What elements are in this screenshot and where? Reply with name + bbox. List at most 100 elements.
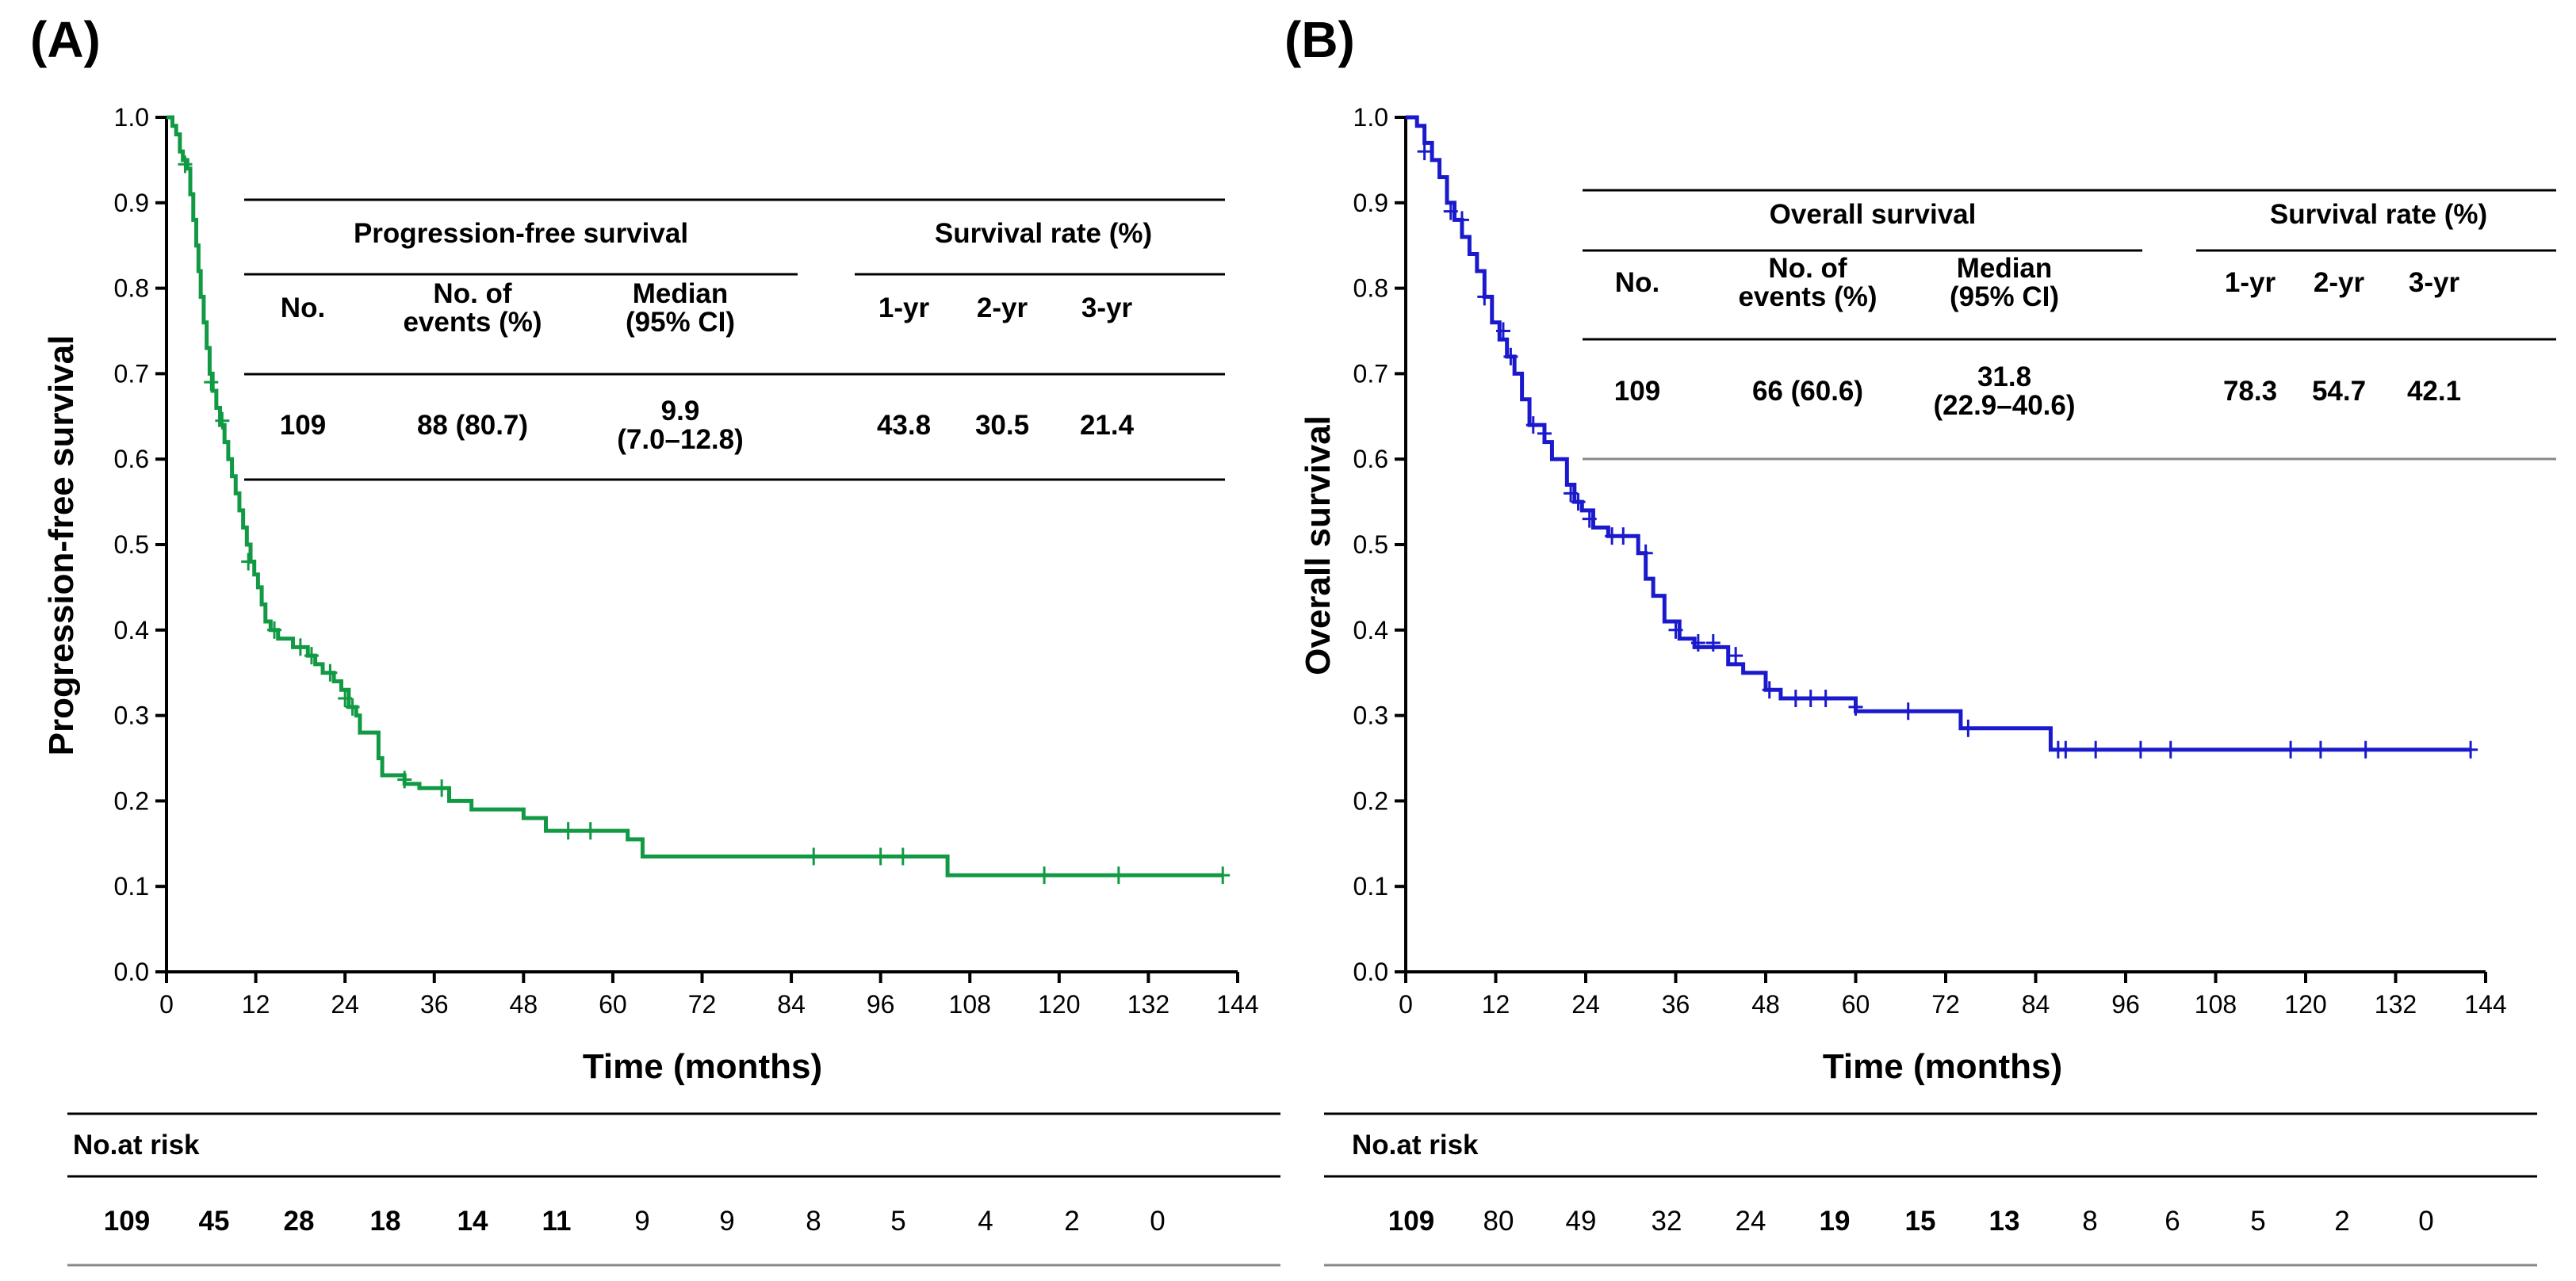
y-tick-label: 0.0	[114, 958, 149, 986]
at-risk-value: 18	[370, 1206, 401, 1237]
censor-mark	[2358, 740, 2373, 759]
y-axis-title: Overall survival	[1299, 415, 1338, 675]
censor-mark	[1454, 211, 1469, 229]
censor-mark	[338, 690, 353, 708]
at-risk-value: 15	[1905, 1206, 1936, 1237]
y-tick-label: 0.3	[1353, 702, 1388, 730]
col-header-events: No. of events (%)	[1738, 253, 1877, 312]
at-risk-values: 109 80 49 32 24 19 15 13 8 6 5 2 0	[1388, 1206, 2434, 1237]
censor-mark	[1762, 681, 1777, 699]
censor-mark	[397, 771, 412, 789]
censor-mark	[1417, 143, 1432, 161]
at-risk-value: 0	[2418, 1206, 2433, 1237]
y-tick-label: 0.1	[114, 872, 149, 901]
at-risk-value: 14	[457, 1206, 488, 1237]
at-risk-value: 8	[806, 1206, 821, 1237]
censor-mark	[1961, 719, 1976, 737]
y-ticks: 0.0 0.1 0.2 0.3 0.4 0.5 0.6 0.7 0.8 0.9 1.0	[114, 103, 167, 986]
censor-mark	[267, 621, 282, 639]
x-ticks: 0 12 24 36 48 60 72 84 96 108 120 132 144	[1399, 972, 2507, 1019]
at-risk-value: 8	[2082, 1206, 2097, 1237]
x-tick-label: 48	[510, 990, 538, 1019]
table-row: 109 66 (60.6) 31.8 (22.9–40.6) 78.3 54.7 42.1	[1614, 361, 2461, 421]
at-risk-value: 2	[1064, 1206, 1079, 1237]
y-tick-label: 0.7	[114, 359, 149, 388]
x-tick-label: 48	[1751, 990, 1780, 1019]
censor-mark	[1728, 647, 1743, 665]
at-risk-value: 6	[2165, 1206, 2180, 1237]
cell-1yr: 43.8	[877, 410, 931, 441]
x-tick-label: 144	[2464, 990, 2506, 1019]
y-tick-label: 0.6	[114, 445, 149, 473]
cell-2yr: 54.7	[2312, 376, 2366, 407]
x-tick-label: 24	[331, 990, 359, 1019]
censor-mark	[293, 638, 308, 656]
col-header-3yr: 3-yr	[2409, 267, 2460, 298]
x-tick-label: 0	[1399, 990, 1413, 1019]
cell-median: 31.8 (22.9–40.6)	[1933, 361, 2075, 421]
y-tick-label: 0.8	[1353, 274, 1388, 303]
at-risk-label: No.at risk	[1352, 1130, 1479, 1161]
censor-mark	[1215, 866, 1231, 885]
censor-mark	[1564, 484, 1579, 503]
col-header-2yr: 2-yr	[2314, 267, 2365, 298]
censor-mark	[1690, 633, 1705, 652]
x-tick-label: 72	[1931, 990, 1960, 1019]
censor-mark	[1537, 424, 1552, 442]
col-header-events: No. of events (%)	[403, 278, 542, 338]
at-risk-values: 109 45 28 18 14 11 9 9 8 5 4 2 0	[104, 1206, 1166, 1237]
censor-mark	[873, 847, 888, 866]
x-tick-label: 108	[2195, 990, 2237, 1019]
at-risk-value: 32	[1652, 1206, 1682, 1237]
y-tick-label: 0.2	[114, 786, 149, 815]
survival-curve-layer	[167, 115, 1231, 885]
cell-3yr: 42.1	[2407, 376, 2461, 407]
y-tick-label: 0.2	[1353, 786, 1388, 815]
axes	[1404, 117, 2486, 973]
at-risk-value: 13	[1989, 1206, 2020, 1237]
x-axis-title: Time (months)	[1823, 1047, 2062, 1086]
censor-mark	[204, 373, 219, 392]
censor-mark	[215, 411, 230, 430]
table-group-header-survival: Progression-free survival	[354, 218, 688, 249]
cell-1yr: 78.3	[2223, 376, 2277, 407]
y-tick-label: 0.0	[1353, 958, 1388, 986]
cell-3yr: 21.4	[1080, 410, 1135, 441]
x-tick-label: 60	[599, 990, 627, 1019]
y-tick-label: 0.6	[1353, 445, 1388, 473]
at-risk-value: 4	[978, 1206, 993, 1237]
censor-mark	[345, 698, 360, 716]
at-risk-value: 49	[1566, 1206, 1597, 1237]
y-tick-label: 1.0	[1353, 103, 1388, 132]
panel-label: (B)	[1284, 11, 1355, 68]
at-risk-value: 80	[1483, 1206, 1514, 1237]
cell-no: 109	[280, 410, 326, 441]
table-column-headers: No. No. of events (%) Median (95% CI) 1-yr 2-y…	[281, 278, 1133, 338]
censor-mark	[1818, 690, 1833, 708]
censor-mark	[1503, 347, 1518, 365]
at-risk-value: 109	[1388, 1206, 1434, 1237]
censor-mark	[1037, 866, 1052, 885]
censor-mark	[1111, 866, 1126, 885]
censor-mark	[2133, 740, 2148, 759]
x-tick-label: 96	[2111, 990, 2140, 1019]
y-tick-label: 0.4	[1353, 616, 1388, 644]
at-risk-value: 0	[1150, 1206, 1165, 1237]
cell-2yr: 30.5	[975, 410, 1029, 441]
censor-mark	[1638, 544, 1653, 562]
y-ticks: 0.0 0.1 0.2 0.3 0.4 0.5 0.6 0.7 0.8 0.9 1.0	[1353, 103, 1406, 986]
censor-mark	[2058, 740, 2073, 759]
censor-mark	[2088, 740, 2103, 759]
censor-mark	[434, 779, 450, 797]
censor-mark	[1477, 288, 1492, 306]
panel-label: (A)	[30, 11, 101, 68]
cell-events: 66 (60.6)	[1752, 376, 1863, 407]
x-tick-label: 132	[1127, 990, 1169, 1019]
x-tick-label: 144	[1216, 990, 1258, 1019]
table-group-header-survival: Overall survival	[1770, 199, 1977, 230]
cell-events: 88 (80.7)	[417, 410, 528, 441]
censor-mark	[1571, 493, 1586, 511]
at-risk-value: 24	[1736, 1206, 1766, 1237]
